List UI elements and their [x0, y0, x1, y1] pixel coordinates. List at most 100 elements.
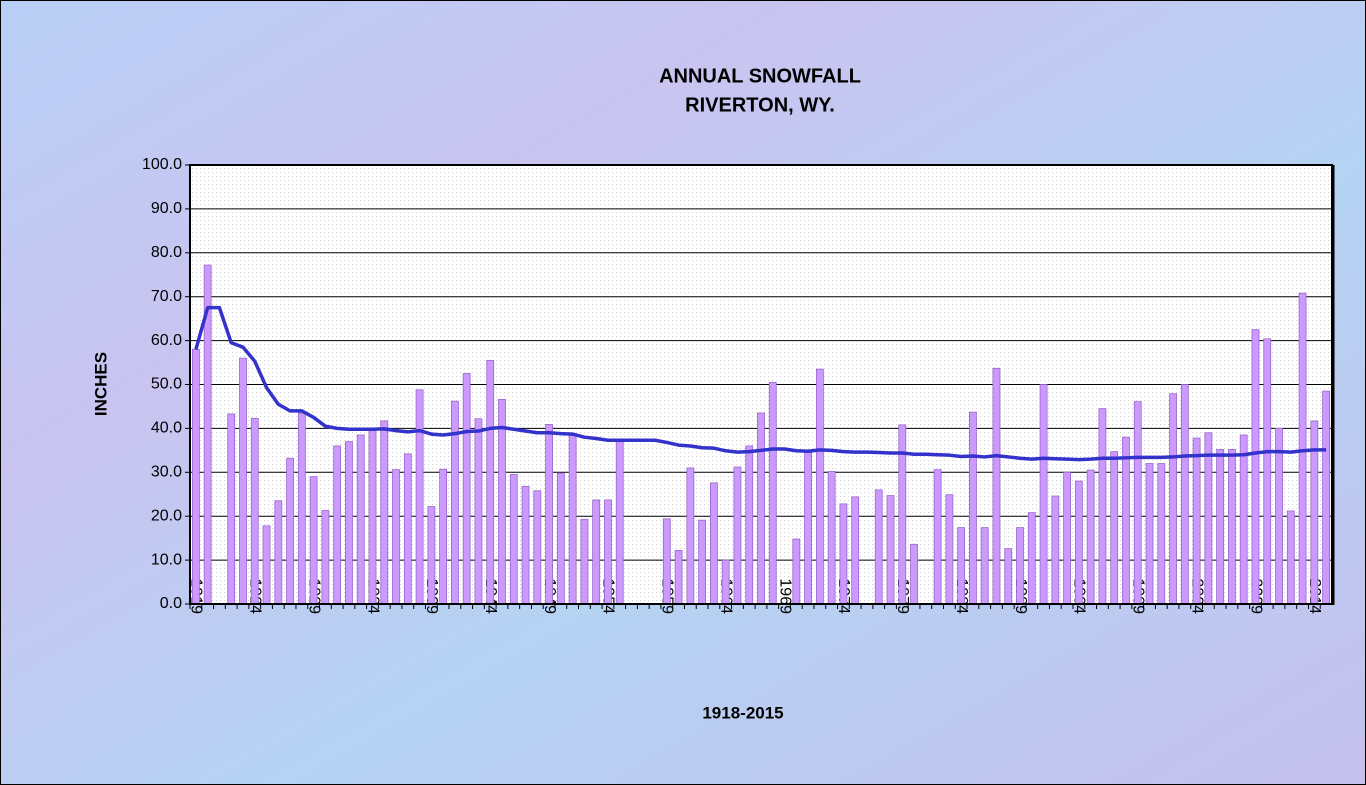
- bar: [698, 519, 707, 605]
- bar: [297, 412, 306, 605]
- x-tick-label: 1969: [776, 578, 793, 614]
- bar: [604, 499, 612, 605]
- bar: [1086, 469, 1095, 605]
- bar: [1180, 384, 1189, 605]
- bar: [957, 527, 966, 605]
- bar: [1286, 510, 1295, 605]
- bar: [768, 381, 777, 605]
- bar: [1098, 408, 1107, 605]
- bar: [356, 434, 365, 605]
- bar: [686, 467, 695, 605]
- bar: [556, 472, 565, 605]
- bar: [1110, 451, 1119, 605]
- y-tick-label: 90.0: [151, 200, 182, 217]
- bar: [286, 457, 294, 605]
- bar: [745, 445, 754, 605]
- bar: [533, 490, 542, 605]
- x-axis-title: 1918-2015: [702, 703, 783, 722]
- bar: [757, 412, 765, 605]
- bar: [1004, 548, 1013, 605]
- bar: [1322, 390, 1331, 605]
- bar: [933, 469, 942, 605]
- chart-title: ANNUAL SNOWFALL: [659, 65, 861, 87]
- bar: [509, 474, 518, 605]
- bar: [1275, 427, 1283, 605]
- bar: [1122, 436, 1130, 605]
- bar: [474, 418, 483, 605]
- bar: [321, 510, 330, 605]
- bar: [980, 527, 989, 605]
- y-axis-title: INCHES: [91, 352, 110, 416]
- bar: [1204, 432, 1213, 605]
- chart-title: RIVERTON, WY.: [685, 94, 835, 116]
- bar: [1239, 434, 1248, 605]
- bar: [827, 471, 836, 605]
- bar: [1133, 401, 1142, 605]
- bar: [462, 373, 471, 605]
- bar: [733, 466, 742, 605]
- bar: [839, 503, 848, 605]
- bar: [1228, 449, 1236, 605]
- bar: [1216, 449, 1225, 605]
- y-tick-label: 100.0: [142, 156, 182, 173]
- bar: [521, 485, 530, 605]
- bar: [851, 496, 860, 605]
- bar: [886, 495, 895, 605]
- y-tick-label: 0.0: [160, 595, 182, 612]
- bar: [992, 367, 1001, 605]
- bar: [1251, 329, 1260, 605]
- bar: [250, 417, 259, 605]
- bar: [227, 413, 236, 605]
- bar: [403, 453, 412, 605]
- bar: [592, 499, 601, 605]
- y-tick-label: 50.0: [151, 376, 182, 393]
- bar: [309, 476, 318, 605]
- bar: [345, 441, 353, 605]
- bar: [969, 411, 977, 605]
- bar: [262, 525, 271, 605]
- bar: [380, 420, 389, 605]
- bar: [662, 518, 671, 605]
- bar: [392, 469, 400, 605]
- bar: [721, 559, 730, 605]
- bar: [1169, 393, 1177, 605]
- bar: [1039, 384, 1048, 605]
- bar: [1263, 338, 1272, 605]
- bar: [945, 494, 954, 605]
- bar: [615, 441, 624, 605]
- bar: [1051, 495, 1060, 605]
- bar: [368, 430, 377, 605]
- bar: [415, 389, 424, 605]
- bar: [792, 538, 801, 605]
- bar: [804, 452, 812, 605]
- bar: [1063, 471, 1072, 605]
- bar: [239, 357, 247, 605]
- bar: [1157, 463, 1166, 605]
- bar: [274, 500, 283, 605]
- bar: [568, 434, 577, 605]
- bar: [1298, 292, 1307, 605]
- bar: [191, 348, 200, 605]
- bar: [1145, 463, 1154, 605]
- bar: [580, 518, 589, 605]
- bar: [545, 424, 553, 605]
- y-tick-label: 40.0: [151, 420, 182, 437]
- trend-line: [194, 305, 1327, 462]
- bar: [333, 445, 342, 605]
- y-tick-label: 20.0: [151, 507, 182, 524]
- bar: [498, 399, 506, 605]
- bar: [486, 359, 495, 605]
- y-tick-label: 60.0: [151, 332, 182, 349]
- bar: [439, 468, 448, 605]
- bar: [910, 543, 918, 605]
- bar: [674, 550, 683, 605]
- bar: [815, 368, 824, 605]
- y-tick-label: 70.0: [151, 288, 182, 305]
- bar: [427, 506, 436, 605]
- bar: [710, 482, 718, 605]
- bar: [1074, 480, 1083, 605]
- y-tick-label: 10.0: [151, 551, 182, 568]
- bar: [1192, 437, 1201, 605]
